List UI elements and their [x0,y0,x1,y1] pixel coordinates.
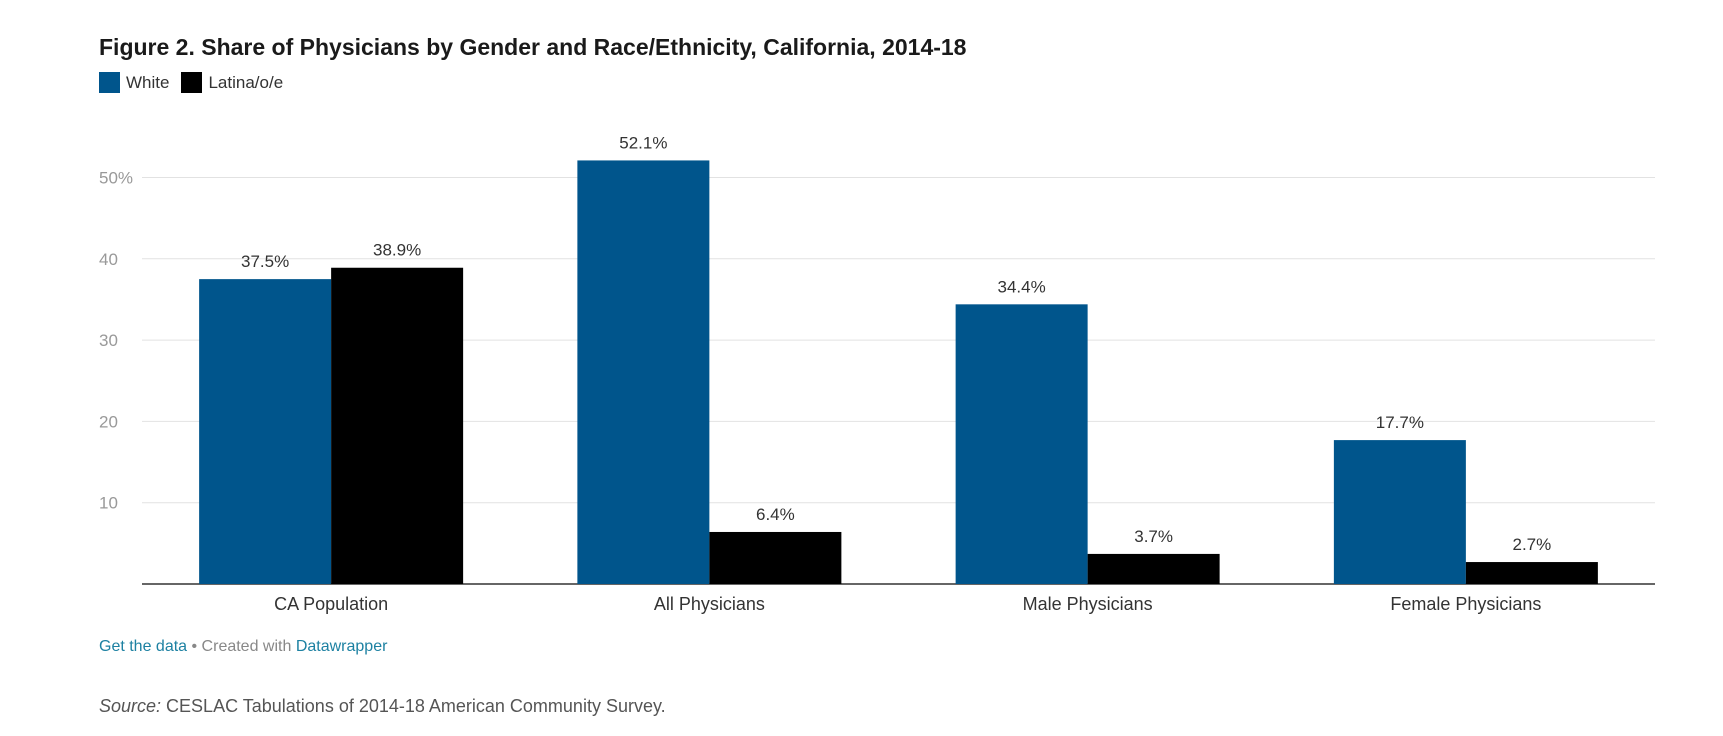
data-label: 38.9% [373,241,421,260]
data-label: 2.7% [1513,535,1552,554]
bar-chart: 10 20 30 40 50% 37.5% 38.9% CA Population 52.1% 6… [99,133,1655,614]
y-tick-label: 10 [99,494,118,513]
y-tick-label: 20 [99,412,118,431]
legend-label-latina: Latina/o/e [208,72,284,92]
data-label: 52.1% [619,133,667,152]
data-label: 17.7% [1376,413,1424,432]
legend-item-white: White [99,72,169,93]
bar [1333,440,1466,584]
bar [1465,562,1598,584]
datawrapper-link[interactable]: Datawrapper [295,638,388,655]
y-tick-label: 30 [99,331,118,350]
chart-legend: White Latina/o/e [99,72,295,93]
y-tick-label: 50% [99,169,133,188]
source-note: Source: CESLAC Tabulations of 2014-18 Am… [99,696,666,717]
source-label: Source: [99,696,162,716]
legend-swatch-latina [181,72,203,93]
footer-separator: • Created with [187,638,296,655]
data-label: 3.7% [1134,527,1173,546]
chart-title: Figure 2. Share of Physicians by Gender … [99,34,967,60]
legend-label-white: White [126,72,170,92]
get-the-data-link[interactable]: Get the data [99,638,188,655]
footer-links: Get the data • Created with Datawrapper [99,638,387,656]
bar [199,279,332,584]
data-label: 34.4% [998,277,1046,296]
bar [577,160,710,584]
bar [709,531,842,584]
bar [331,267,464,584]
x-tick-label: Female Physicians [1390,594,1541,614]
source-text: CESLAC Tabulations of 2014-18 American C… [161,696,666,716]
x-tick-label: CA Population [274,594,388,614]
x-tick-label: All Physicians [654,594,765,614]
legend-item-latina: Latina/o/e [181,72,283,93]
bar [955,304,1088,584]
data-label: 37.5% [241,252,289,271]
data-label: 6.4% [756,505,795,524]
bar [1087,553,1220,584]
x-tick-label: Male Physicians [1023,594,1153,614]
legend-swatch-white [99,72,120,93]
y-tick-label: 40 [99,250,118,269]
